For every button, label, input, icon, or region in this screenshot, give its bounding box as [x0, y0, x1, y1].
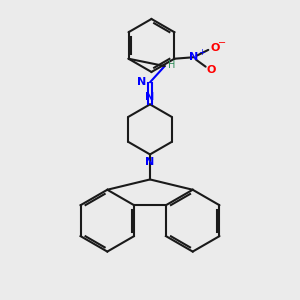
Text: H: H — [168, 60, 175, 70]
Text: O: O — [207, 64, 216, 75]
Text: N: N — [146, 92, 154, 102]
Text: N: N — [189, 52, 198, 62]
Text: −: − — [218, 38, 226, 48]
Text: N: N — [137, 77, 146, 87]
Text: O: O — [210, 44, 220, 53]
Text: N: N — [146, 157, 154, 167]
Text: +: + — [198, 48, 205, 57]
